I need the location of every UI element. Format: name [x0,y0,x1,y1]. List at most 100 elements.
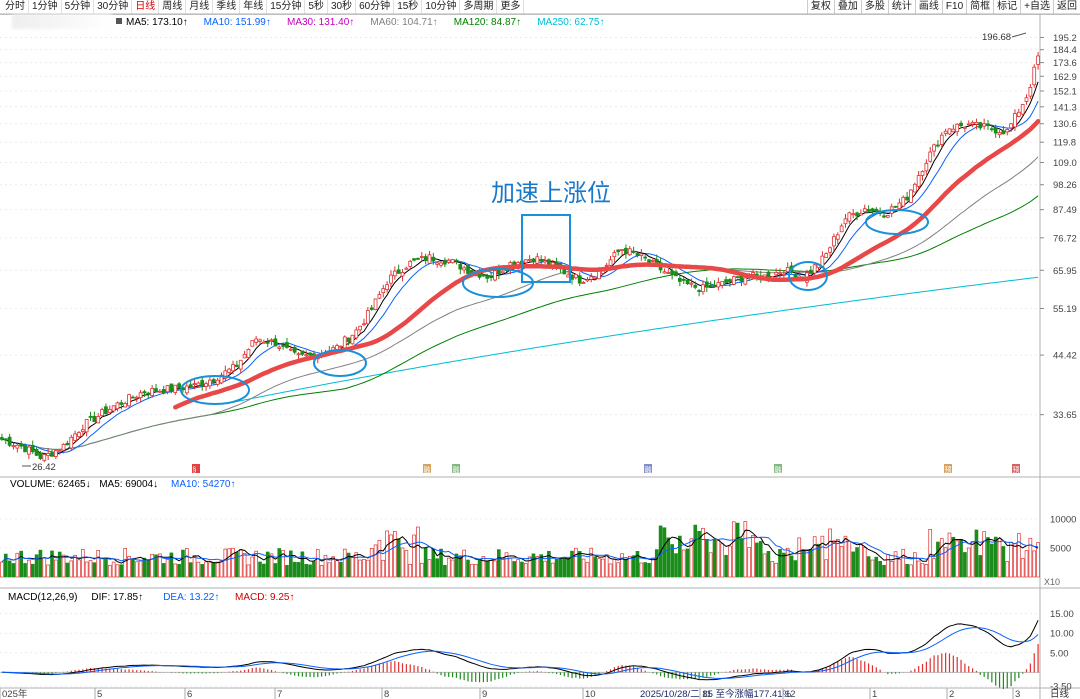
period-tab-10[interactable]: 5秒 [305,0,328,14]
candle-body [211,379,216,383]
volume-bar [308,564,312,578]
dea-line [1,626,1039,679]
volume-bar [88,560,93,578]
candle-body [269,339,274,342]
volume-bar [292,561,297,578]
candle-body [362,323,366,326]
candle-body [57,450,62,453]
volume-bar [439,548,443,578]
period-tab-7[interactable]: 季线 [213,0,241,14]
volume-bar [878,561,882,578]
candle-body [215,379,220,385]
volume-legend-item-1: MA5: 69004↓ [99,479,158,490]
volume-bar [963,552,967,578]
ma-legend-item-5: MA250: 62.75↑ [537,17,604,28]
volume-bar [30,563,35,578]
x-label: 8 [384,689,389,699]
volume-bar [897,559,902,578]
volume-bar [612,559,617,578]
volume-bar [273,563,278,578]
candle-body [677,277,682,282]
macd-legend-item-1: DIF: 17.85↑ [91,592,143,603]
volume-bar [601,558,605,578]
candle-body [970,121,975,125]
tool-button-3[interactable]: 统计 [887,0,915,14]
tool-button-0[interactable]: 复权 [806,0,834,14]
candle-body [377,294,382,299]
tool-button-4[interactable]: 画线 [914,0,942,14]
annotation-circle [788,261,828,291]
volume-bar [909,564,913,578]
price-tick-label: 87.49 [1053,205,1077,216]
tool-button-5[interactable]: F10 [941,0,966,14]
period-tab-1[interactable]: 1分钟 [29,0,62,14]
volume-bar [1028,537,1033,578]
volume-bar [862,547,867,578]
volume-bar [254,550,258,578]
tool-button-8[interactable]: +自选 [1020,0,1053,14]
tool-button-6[interactable]: 简框 [966,0,993,14]
volume-bar [643,562,647,578]
period-tab-9[interactable]: 15分钟 [267,0,306,14]
volume-bar [77,559,81,578]
volume-bar [547,551,551,578]
volume-bar [593,556,597,578]
tool-button-7[interactable]: 标记 [993,0,1020,14]
volume-bar [354,552,359,578]
tool-button-1[interactable]: 叠加 [833,0,861,14]
candle-body [50,452,54,457]
candle-body [358,325,363,331]
volume-bar [543,560,547,578]
tool-button-2[interactable]: 多股 [860,0,888,14]
volume-bar [527,556,532,578]
tool-button-9[interactable]: 返回 [1053,0,1080,14]
candle-body [1013,113,1017,128]
candle-body [107,408,112,414]
volume-bar [150,553,154,578]
candle-body [662,271,667,274]
period-tab-15[interactable]: 多周期 [460,0,498,14]
candle-body [123,403,128,408]
period-tab-11[interactable]: 30秒 [328,0,357,14]
candle-body [932,144,936,152]
candle-body [350,334,355,345]
period-tab-6[interactable]: 月线 [186,0,214,14]
volume-bar [154,554,158,578]
volume-bar [978,555,983,578]
candle-body [412,258,416,261]
candle-body [716,282,721,288]
candle-body [920,171,925,176]
volume-bar [535,556,540,578]
period-tab-4[interactable]: 日线 [132,0,160,14]
period-tab-2[interactable]: 5分钟 [62,0,95,14]
event-marker [452,464,460,473]
candle-body [454,259,459,262]
period-tab-8[interactable]: 年线 [240,0,268,14]
volume-bar [882,564,886,578]
x-label: 11 [702,689,712,699]
candle-body [458,264,463,270]
volume-bar [859,544,863,578]
period-tab-13[interactable]: 15秒 [394,0,423,14]
candle-body [408,260,413,267]
volume-bar [111,561,116,578]
candle-body [100,409,104,416]
period-tab-16[interactable]: 更多 [497,0,525,14]
period-tab-12[interactable]: 60分钟 [356,0,395,14]
period-tab-14[interactable]: 10分钟 [422,0,461,14]
candle-body [982,123,987,127]
volume-bar [762,553,767,578]
volume-bar [281,550,285,578]
volume-bar [296,562,301,578]
period-tab-3[interactable]: 30分钟 [94,0,133,14]
period-tab-0[interactable]: 分时 [2,0,29,14]
candle-body [577,275,582,284]
period-corner-label: 日线 [1050,688,1070,699]
volume-bar [373,544,378,578]
event-marker-label: 融 [453,465,460,474]
candle-body [997,132,1002,136]
volume-bar [204,561,208,578]
period-tab-5[interactable]: 周线 [159,0,187,14]
ma250-line [232,276,1039,403]
